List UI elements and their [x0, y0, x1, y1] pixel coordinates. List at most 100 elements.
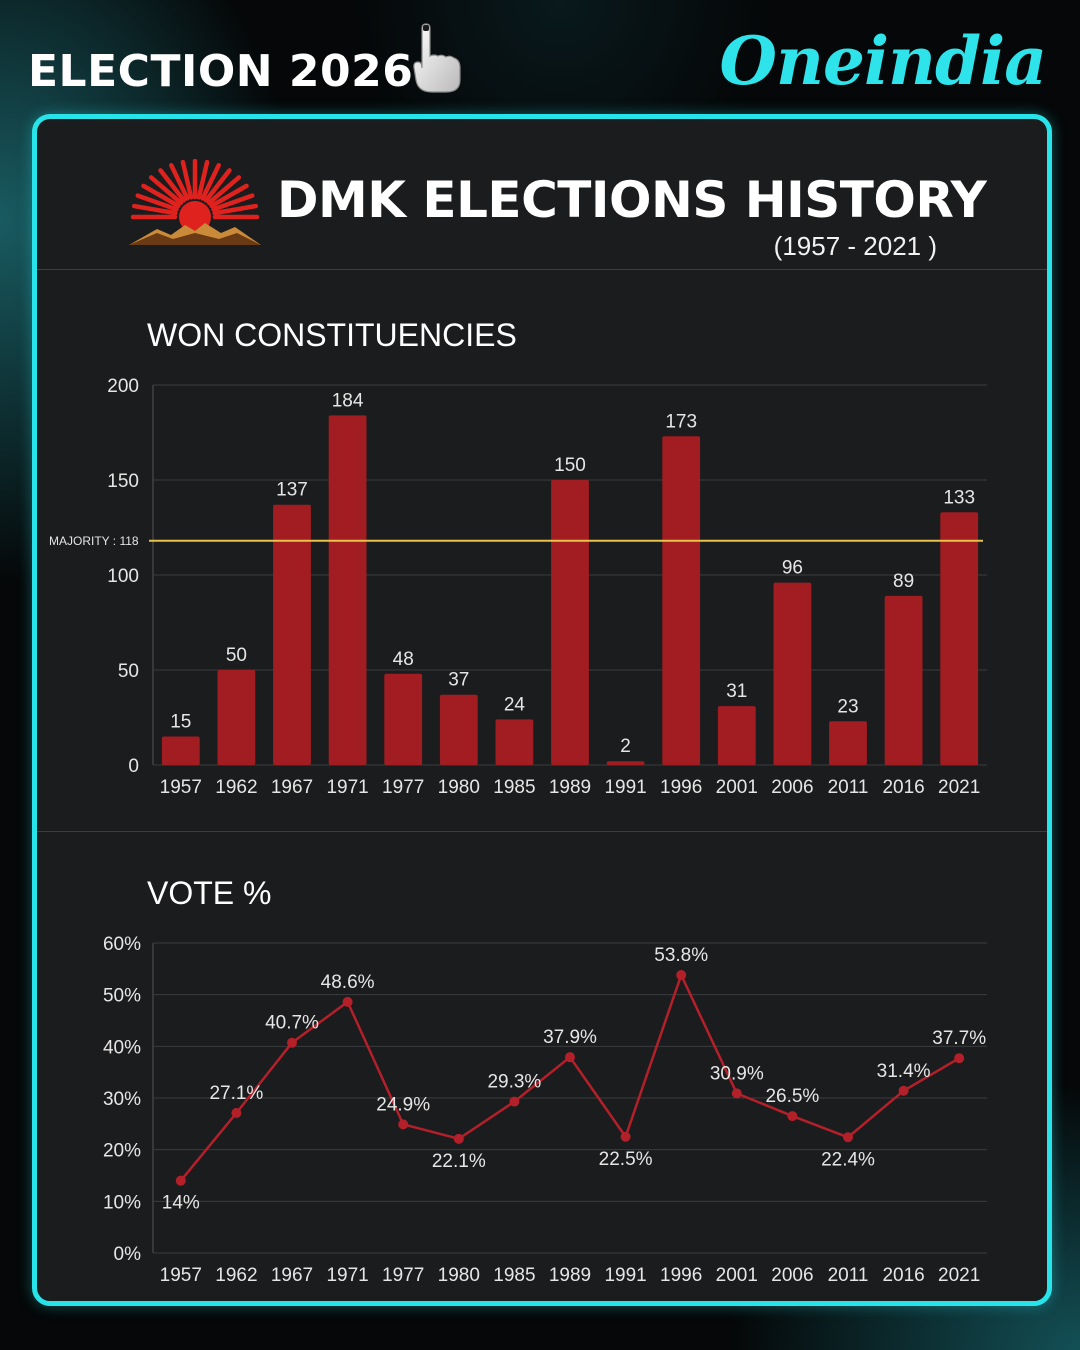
bar-value-label: 173: [665, 411, 697, 432]
data-point: [175, 1175, 186, 1186]
bar-value-label: 150: [554, 455, 586, 476]
data-point: [787, 1111, 798, 1122]
point-value-label: 30.9%: [710, 1063, 764, 1084]
x-tick-label: 1980: [438, 1265, 480, 1286]
data-point: [898, 1085, 909, 1096]
y-tick-label: 0%: [114, 1244, 142, 1265]
bar-value-label: 2: [620, 736, 631, 757]
point-value-label: 14%: [162, 1193, 200, 1214]
bar-value-label: 37: [448, 670, 469, 691]
data-point: [676, 970, 687, 981]
point-value-label: 53.8%: [654, 945, 708, 966]
x-tick-label: 1991: [604, 777, 646, 798]
y-tick-label: 30%: [103, 1089, 141, 1110]
data-point: [453, 1133, 464, 1144]
point-value-label: 31.4%: [877, 1061, 931, 1082]
y-tick-label: 50: [118, 661, 139, 682]
x-tick-label: 2011: [828, 777, 869, 798]
y-tick-label: 40%: [103, 1037, 141, 1058]
bar: [662, 436, 701, 765]
bar-value-label: 133: [943, 487, 975, 508]
majority-label: MAJORITY : 118: [49, 534, 139, 548]
x-tick-label: 1967: [271, 1265, 313, 1286]
bar: [606, 761, 645, 765]
bar: [773, 582, 812, 765]
bar: [717, 706, 756, 765]
data-point: [954, 1053, 965, 1064]
x-tick-label: 2006: [771, 1265, 813, 1286]
bar-value-label: 23: [837, 696, 858, 717]
x-tick-label: 1957: [160, 777, 202, 798]
x-tick-label: 1980: [438, 777, 480, 798]
x-tick-label: 1989: [549, 777, 591, 798]
bar-value-label: 137: [276, 480, 308, 501]
page-subtitle: (1957 - 2021 ): [773, 231, 937, 261]
vote-section-title: VOTE %: [147, 875, 272, 911]
x-tick-label: 1977: [382, 777, 424, 798]
x-tick-label: 2016: [882, 1265, 924, 1286]
x-tick-label: 2021: [938, 777, 980, 798]
bar-value-label: 48: [393, 649, 414, 670]
bar: [829, 721, 867, 765]
point-value-label: 26.5%: [765, 1086, 819, 1107]
bar-value-label: 96: [782, 558, 803, 579]
bar-value-label: 31: [726, 681, 747, 702]
data-point: [620, 1131, 631, 1142]
x-tick-label: 1991: [604, 1265, 646, 1286]
x-tick-label: 2001: [716, 1265, 758, 1286]
x-tick-label: 2011: [828, 1265, 869, 1286]
data-point: [565, 1052, 575, 1063]
header-brand: ELECTION 2026: [28, 46, 414, 97]
bar-value-label: 184: [332, 390, 364, 411]
point-value-label: 37.9%: [543, 1027, 597, 1048]
bar: [940, 512, 979, 765]
bar-value-label: 89: [893, 571, 914, 592]
point-value-label: 40.7%: [265, 1013, 319, 1034]
y-tick-label: 100: [107, 566, 139, 587]
data-point: [231, 1107, 242, 1118]
point-value-label: 29.3%: [487, 1072, 541, 1093]
data-point: [342, 996, 353, 1007]
bar-value-label: 24: [504, 694, 526, 715]
bar: [328, 415, 367, 765]
x-tick-label: 1996: [660, 777, 702, 798]
data-point: [843, 1132, 853, 1143]
y-tick-label: 150: [107, 471, 139, 492]
bar: [439, 694, 478, 765]
x-tick-label: 2016: [882, 777, 924, 798]
bar: [495, 719, 534, 765]
data-point: [509, 1096, 520, 1107]
y-tick-label: 200: [107, 376, 139, 397]
data-point: [287, 1037, 297, 1048]
point-value-label: 22.5%: [599, 1149, 653, 1170]
y-tick-label: 10%: [103, 1192, 141, 1213]
page-title: DMK ELECTIONS HISTORY: [277, 171, 987, 229]
x-tick-label: 2001: [716, 777, 758, 798]
y-tick-label: 20%: [103, 1141, 141, 1162]
point-value-label: 27.1%: [209, 1083, 263, 1104]
bar: [217, 670, 256, 765]
bar: [551, 480, 589, 765]
bar-value-label: 15: [170, 712, 191, 733]
y-tick-label: 50%: [103, 986, 141, 1007]
oneindia-logo: Oneindia: [719, 22, 1047, 100]
x-tick-label: 1971: [326, 1265, 368, 1286]
point-value-label: 22.1%: [432, 1151, 486, 1172]
bar: [384, 673, 423, 765]
x-tick-label: 1985: [493, 777, 535, 798]
vote-percent-chart: 0% 10% 20% 30% 40% 50% 60% 14% 1957 27.1% 1962 40.7…: [103, 934, 987, 1286]
bar: [884, 595, 923, 765]
bar-value-label: 50: [226, 645, 247, 666]
title-divider: [37, 269, 1047, 270]
won-constituencies-chart: 0 50 100 150 200 15 1957 50 1962 137 1967 184 1971 48…: [49, 376, 987, 798]
x-tick-label: 1962: [215, 1265, 257, 1286]
y-tick-label: 60%: [103, 934, 141, 955]
y-tick-label: 0: [128, 756, 139, 777]
data-point: [398, 1119, 409, 1130]
x-tick-label: 1957: [160, 1265, 202, 1286]
x-tick-label: 1977: [382, 1265, 424, 1286]
x-tick-label: 2021: [938, 1265, 980, 1286]
point-value-label: 48.6%: [321, 972, 375, 993]
point-value-label: 24.9%: [376, 1094, 430, 1115]
bar: [273, 504, 311, 765]
